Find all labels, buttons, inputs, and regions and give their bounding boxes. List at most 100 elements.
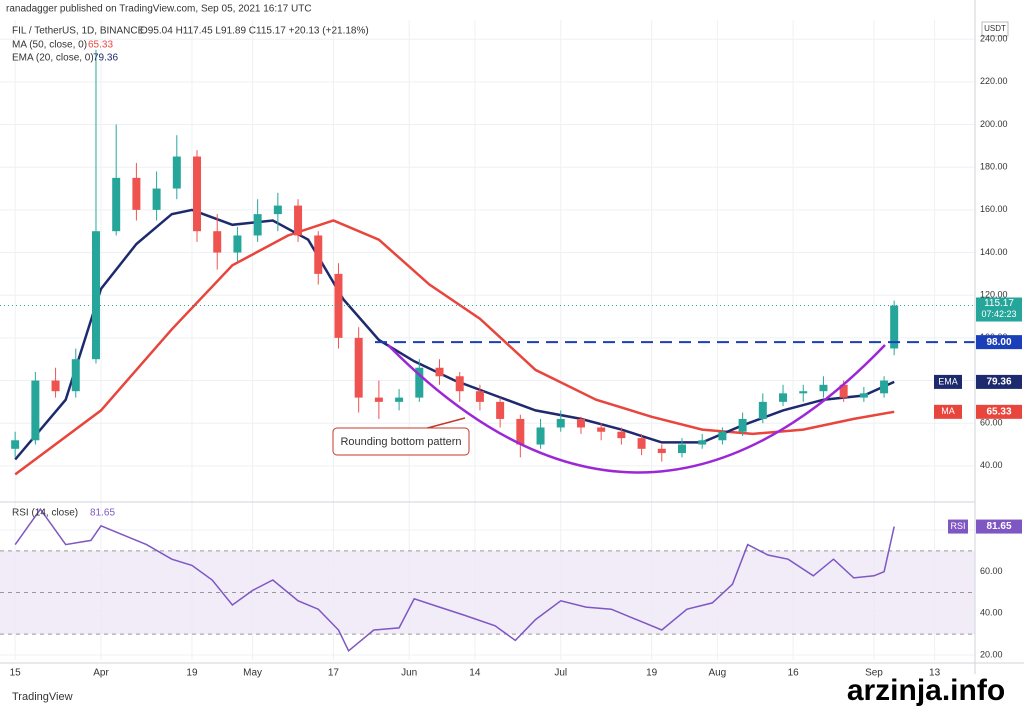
y-tick-label: 140.00 [980,247,1008,257]
candle-body [597,427,606,432]
candle-body [415,367,424,398]
candle-body [576,418,585,428]
x-tick-label: Jul [554,668,567,679]
candle-body [556,418,565,428]
legend-ema: EMA (20, close, 0) [12,53,94,64]
watermark: arzinja.info [847,674,1005,707]
line-tag: 79.36 [986,377,1011,388]
candle-body [193,156,202,232]
candle-body [819,384,828,392]
y-tick-label: 40.00 [980,608,1003,618]
candle-body [233,235,242,253]
line-tag-name: MA [941,406,955,416]
rsi-tag-bg [976,519,1022,534]
candle-body [890,305,899,349]
x-tick-label: Aug [708,668,726,679]
candle-body [698,440,707,445]
x-tick-label: 17 [328,668,340,679]
y-tick-label: 40.00 [980,460,1003,470]
line-tag-name-bg [934,404,962,419]
candle-body [536,427,545,445]
price-tag-bg [976,297,1022,322]
candle-body [294,205,303,236]
candle-body [152,188,161,210]
candle-body [132,177,141,210]
candle-body [395,397,404,402]
y-tick-label: 160.00 [980,204,1008,214]
candle-body [516,418,525,445]
candle-body [779,393,788,402]
candle-body [314,235,323,274]
x-tick-label: Sep [865,668,883,679]
y-tick-label: 120.00 [980,290,1008,300]
x-tick-label: Apr [93,668,109,679]
candle-body [475,391,484,402]
line-tag-bg [976,374,1022,389]
price-tag: 115.17 [984,298,1014,309]
line-tag: 65.33 [986,406,1011,417]
x-tick-label: May [243,668,262,679]
candle-body [374,397,383,402]
level-tag: 98.00 [986,337,1011,348]
candle-body [172,156,181,189]
rsi-tag-name-bg [948,519,968,534]
y-tick-label: 200.00 [980,119,1008,129]
line-tag-bg [976,404,1022,419]
candle-body [617,431,626,439]
candle-body [758,401,767,419]
line-ema [14,208,895,461]
watermark-bg [828,674,1024,708]
candle-body [677,444,686,454]
x-tick-label: Jun [401,668,417,679]
rsi-line [14,507,895,652]
x-tick-label: 19 [186,668,198,679]
line-tag-name-bg [934,374,962,389]
candle-body [273,205,282,215]
candle-body [51,380,60,392]
legend-ma: MA (50, close, 0) [12,40,87,51]
symbol: FIL / TetherUS, 1D, BINANCE [12,26,145,37]
legend-ema-value: 79.36 [93,53,118,64]
candle-body [354,337,363,398]
y-tick-label: 60.00 [980,418,1003,428]
annotation: Rounding bottom pattern [340,436,461,448]
candle-body [718,431,727,441]
y-tick-label: 240.00 [980,34,1008,44]
rsi-tag: 81.65 [986,521,1011,532]
candle-body [91,231,100,360]
candle-body [435,367,444,377]
candle-body [880,380,889,394]
line-tag-name: EMA [938,376,958,386]
x-tick-label: 16 [788,668,800,679]
legend-rsi: RSI (14, close) [12,508,78,519]
y-tick-label: 60.00 [980,566,1003,576]
candle-body [334,273,343,338]
candle-body [11,440,20,449]
candle-body [738,418,747,432]
rounding-curve [387,344,886,474]
x-tick-label: 19 [646,668,658,679]
rsi-tag-name: RSI [950,521,965,531]
plot-area [0,20,975,660]
candle-body [253,214,262,236]
candle-body [839,384,848,398]
y-tick-label: 20.00 [980,649,1003,659]
y-tick-label: 180.00 [980,162,1008,172]
currency: USDT [984,24,1006,33]
line-ma [14,219,895,476]
candle-body [112,177,121,232]
y-tick-label: 220.00 [980,76,1008,86]
ohlc-summary: O95.04 H117.45 L91.89 C115.17 +20.13 (+2… [140,26,369,37]
published: ranadagger published on TradingView.com,… [6,4,312,15]
candle-body [71,359,80,392]
candle-body [455,376,464,392]
level-tag-bg [976,335,1022,350]
candle-body [859,393,868,398]
countdown: 07:42:23 [981,309,1016,319]
legend-rsi-value: 81.65 [90,508,115,519]
candle-body [799,391,808,394]
x-tick-label: 14 [469,668,481,679]
candle-body [657,448,666,454]
